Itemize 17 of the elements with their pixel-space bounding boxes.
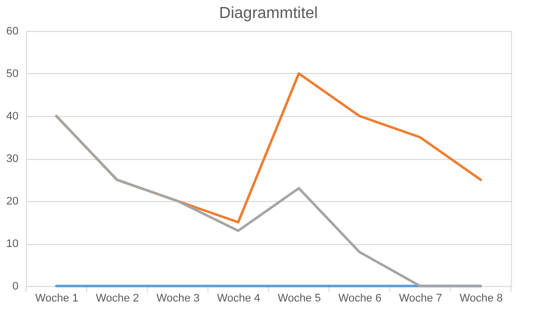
chart-title: Diagrammtitel xyxy=(219,5,318,22)
x-tick-label: Woche 2 xyxy=(96,292,140,304)
x-tick-label: Woche 6 xyxy=(338,292,382,304)
y-tick-label: 50 xyxy=(6,68,18,80)
x-tick-label: Woche 8 xyxy=(460,292,503,304)
y-tick-label: 40 xyxy=(6,110,18,122)
x-tick-label: Woche 4 xyxy=(217,292,260,304)
x-tick-label: Woche 3 xyxy=(156,292,200,304)
x-tick-label: Woche 1 xyxy=(35,292,78,304)
y-tick-label: 0 xyxy=(12,280,18,292)
x-tick-label: Woche 5 xyxy=(278,292,321,304)
y-tick-label: 60 xyxy=(6,26,18,38)
x-tick-label: Woche 7 xyxy=(398,292,442,304)
y-tick-label: 10 xyxy=(6,238,18,250)
y-tick-label: 20 xyxy=(6,196,18,208)
y-tick-label: 30 xyxy=(6,153,18,165)
line-series xyxy=(55,114,482,288)
